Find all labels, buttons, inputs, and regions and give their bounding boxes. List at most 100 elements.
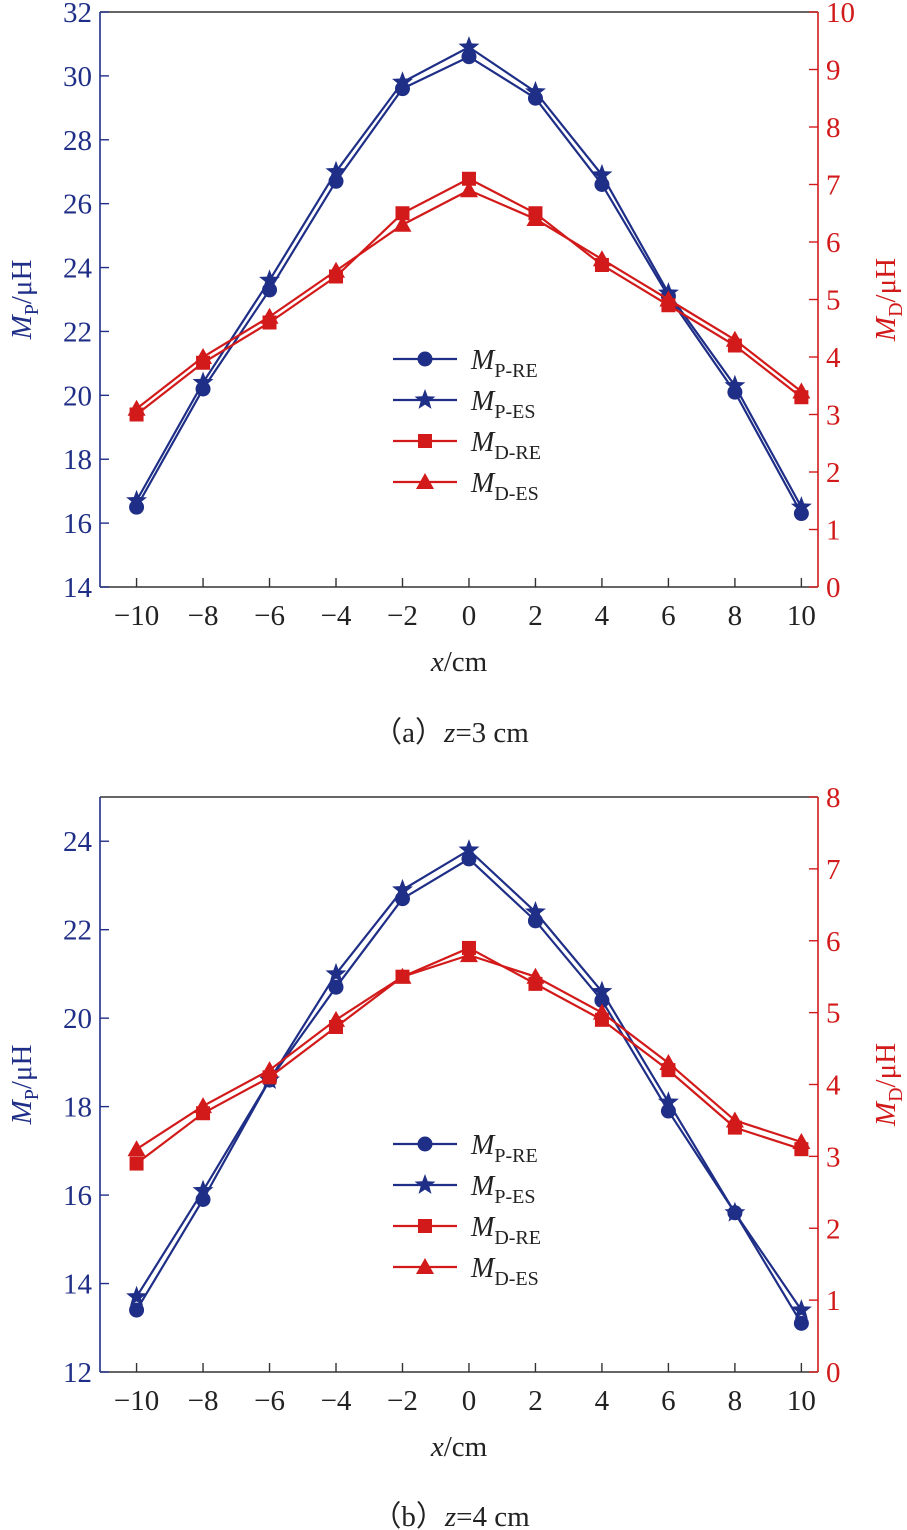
x-tick-label: 0 bbox=[462, 1385, 477, 1417]
left-tick-label: 20 bbox=[63, 380, 92, 412]
x-tick-label: 4 bbox=[595, 600, 610, 632]
legend-marker-circle bbox=[417, 1136, 433, 1152]
data-point-p-es bbox=[126, 489, 148, 510]
x-tick-label: 10 bbox=[787, 600, 816, 632]
data-point-d-es bbox=[459, 946, 478, 963]
data-point-d-es bbox=[659, 290, 678, 307]
x-axis-title: x/cm bbox=[430, 646, 488, 678]
data-point-d-es bbox=[393, 967, 412, 984]
legend-label: MP-ES bbox=[470, 1171, 535, 1208]
right-tick-label: 5 bbox=[826, 998, 841, 1030]
data-point-p-es bbox=[126, 1285, 148, 1306]
data-point-d-es bbox=[792, 382, 811, 399]
left-tick-label: 18 bbox=[63, 1092, 92, 1124]
x-tick-label: −4 bbox=[321, 600, 352, 632]
left-tick-label: 28 bbox=[63, 125, 92, 157]
legend-label: MD-ES bbox=[470, 1253, 539, 1290]
right-tick-label: 9 bbox=[826, 55, 841, 87]
x-tick-label: −2 bbox=[387, 1385, 418, 1417]
series-line-d-re bbox=[135, 946, 802, 1165]
x-tick-label: −10 bbox=[114, 1385, 159, 1417]
x-tick-label: −6 bbox=[254, 1385, 285, 1417]
x-tick-label: −8 bbox=[188, 600, 219, 632]
series-line-p-re bbox=[135, 55, 803, 515]
right-tick-label: 2 bbox=[826, 1213, 841, 1245]
series-line-d-es bbox=[135, 953, 802, 1151]
data-point-d-es bbox=[127, 1140, 146, 1157]
x-tick-label: −10 bbox=[114, 600, 159, 632]
data-point-p-es bbox=[192, 1179, 214, 1200]
series-line-p-es bbox=[135, 848, 803, 1311]
right-tick-label: 6 bbox=[826, 227, 841, 259]
data-point-p-es bbox=[591, 980, 613, 1001]
data-point-p-es bbox=[724, 374, 746, 395]
left-tick-label: 32 bbox=[63, 0, 92, 29]
right-y-axis-title: MD/μH bbox=[870, 1043, 907, 1127]
data-point-d-es bbox=[327, 261, 346, 278]
legend-marker-square bbox=[418, 1219, 432, 1233]
right-tick-label: 5 bbox=[826, 285, 841, 317]
left-tick-label: 12 bbox=[63, 1357, 92, 1389]
right-y-axis-title: MD/μH bbox=[870, 258, 907, 342]
data-point-d-re bbox=[395, 206, 410, 221]
data-point-d-es bbox=[459, 181, 478, 198]
data-point-p-re bbox=[129, 1302, 145, 1318]
legend-label: MD-RE bbox=[470, 1212, 541, 1249]
data-point-p-es bbox=[591, 163, 613, 184]
x-tick-label: 0 bbox=[462, 600, 477, 632]
right-tick-label: 3 bbox=[826, 1141, 841, 1173]
data-point-d-es bbox=[327, 1010, 346, 1027]
data-point-p-re bbox=[793, 1315, 809, 1331]
data-point-p-es bbox=[392, 878, 413, 899]
data-point-d-es bbox=[260, 307, 279, 324]
right-tick-label: 7 bbox=[826, 170, 841, 202]
x-tick-label: 4 bbox=[595, 1385, 610, 1417]
legend-label: MD-ES bbox=[470, 468, 539, 505]
x-tick-label: −8 bbox=[188, 1385, 219, 1417]
x-axis-title: x/cm bbox=[430, 1431, 488, 1463]
data-point-p-es bbox=[192, 371, 214, 392]
left-tick-label: 24 bbox=[63, 826, 93, 858]
right-tick-label: 4 bbox=[826, 342, 841, 374]
right-tick-label: 6 bbox=[826, 926, 841, 958]
x-tick-label: 8 bbox=[728, 1385, 743, 1417]
data-point-d-es bbox=[526, 967, 545, 984]
legend-label: MP-RE bbox=[470, 1130, 538, 1167]
data-point-p-es bbox=[724, 1201, 746, 1222]
x-tick-label: 10 bbox=[787, 1385, 816, 1417]
data-point-d-es bbox=[194, 348, 213, 364]
right-tick-label: 1 bbox=[826, 1285, 841, 1317]
legend-label: MP-ES bbox=[470, 386, 535, 423]
data-point-p-es bbox=[325, 962, 347, 983]
data-point-d-es bbox=[592, 250, 611, 267]
data-point-p-es bbox=[458, 36, 480, 57]
x-tick-label: −4 bbox=[321, 1385, 352, 1417]
x-tick-label: 2 bbox=[528, 600, 543, 632]
data-point-d-re bbox=[129, 1156, 144, 1171]
right-tick-label: 1 bbox=[826, 515, 841, 547]
right-tick-label: 10 bbox=[826, 0, 855, 29]
left-tick-label: 14 bbox=[63, 572, 93, 604]
left-tick-label: 22 bbox=[63, 915, 92, 947]
right-tick-label: 8 bbox=[826, 782, 841, 814]
legend-label: MD-RE bbox=[470, 427, 541, 464]
panel-caption: （a）z=3 cm bbox=[373, 717, 529, 749]
left-tick-label: 16 bbox=[63, 1180, 92, 1212]
data-point-p-es bbox=[392, 71, 413, 92]
legend-marker-star bbox=[414, 389, 436, 409]
left-tick-label: 24 bbox=[63, 253, 93, 285]
left-tick-label: 16 bbox=[63, 508, 92, 540]
right-tick-label: 3 bbox=[826, 400, 841, 432]
data-point-d-es bbox=[194, 1097, 213, 1114]
left-tick-label: 18 bbox=[63, 444, 92, 476]
data-point-d-es bbox=[393, 215, 412, 232]
right-tick-label: 0 bbox=[826, 572, 841, 604]
data-point-p-es bbox=[657, 1091, 679, 1112]
data-point-d-es bbox=[127, 399, 146, 416]
x-tick-label: 2 bbox=[528, 1385, 543, 1417]
panel-caption: （b）z=4 cm bbox=[372, 1501, 530, 1530]
x-tick-label: 8 bbox=[728, 600, 743, 632]
